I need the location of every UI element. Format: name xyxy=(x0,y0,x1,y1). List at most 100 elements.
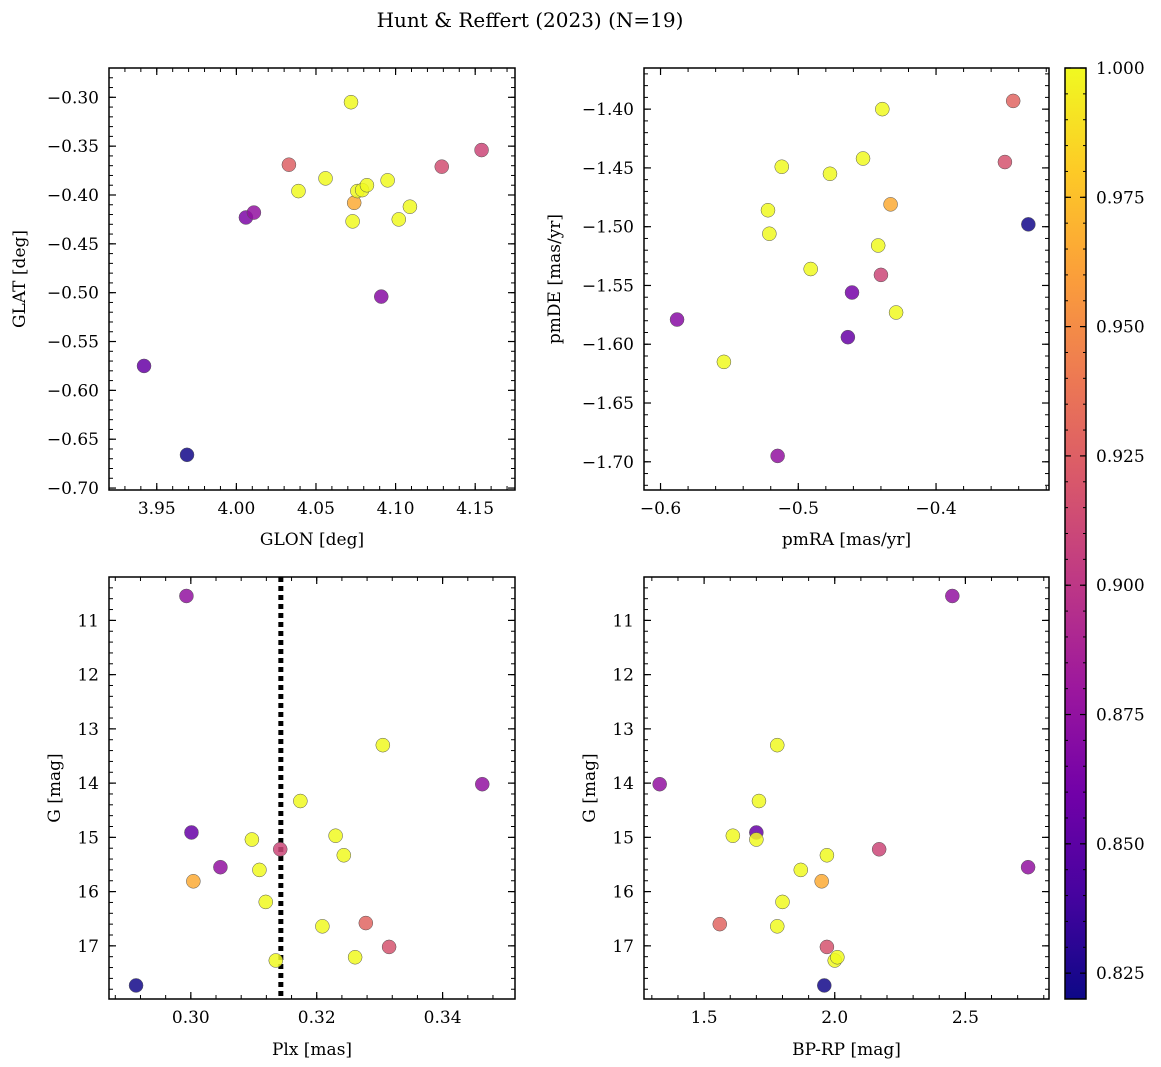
data-point xyxy=(281,157,297,172)
y-tick-label: −0.60 xyxy=(47,381,99,401)
colorbar-tick-label: 0.850 xyxy=(1096,835,1145,855)
x-tick-label: 0.34 xyxy=(424,1008,462,1028)
data-point xyxy=(819,939,835,955)
y-tick-label: 11 xyxy=(77,611,99,631)
data-point xyxy=(128,978,144,993)
x-axis-label: Plx [mas] xyxy=(272,1040,352,1060)
panel-plx-g: 0.30 0.32 0.34 11 12 13 14 15 16 17 Plx [mas] G [ma… xyxy=(45,576,516,1060)
data-point xyxy=(760,202,776,218)
y-tick-label: 14 xyxy=(77,774,99,794)
data-point xyxy=(712,916,728,932)
data-point xyxy=(343,94,359,110)
data-point xyxy=(844,285,860,300)
data-point xyxy=(318,171,333,186)
y-tick-label: 16 xyxy=(77,883,99,903)
colorbar-tick-label: 0.950 xyxy=(1096,318,1145,338)
data-point xyxy=(291,183,306,199)
data-point xyxy=(358,915,374,931)
y-tick-label: 12 xyxy=(612,666,634,686)
data-point xyxy=(179,588,194,604)
data-point xyxy=(391,212,407,227)
y-tick-label: −1.60 xyxy=(582,335,634,355)
x-tick-label: 4.15 xyxy=(456,499,494,519)
y-tick-label: −1.55 xyxy=(582,276,634,296)
data-point xyxy=(381,939,397,955)
y-axis-label: G [mag] xyxy=(580,753,600,822)
data-point xyxy=(669,312,685,327)
data-point xyxy=(803,261,818,277)
data-point xyxy=(402,199,418,214)
data-point xyxy=(855,151,871,166)
data-point xyxy=(268,953,284,968)
panels: 3.95 4.00 4.05 4.10 4.15 −0.70 −0.65 −0.60 −0.55… xyxy=(10,67,1050,1060)
y-tick-label: −0.35 xyxy=(47,137,99,157)
data-point xyxy=(1005,93,1021,109)
data-point xyxy=(474,142,489,158)
x-axis-label: BP-RP [mag] xyxy=(792,1040,901,1060)
y-tick-label: 14 xyxy=(612,774,634,794)
data-point xyxy=(179,447,195,463)
panel-pmra-pmde: −0.6 −0.5 −0.4 −1.70 −1.65 −1.60 −1.55 −1.50 −1.… xyxy=(545,67,1050,550)
data-point xyxy=(770,919,785,934)
data-point xyxy=(136,358,152,374)
data-point xyxy=(1020,859,1036,875)
x-tick-label: 3.95 xyxy=(138,499,176,519)
data-point xyxy=(774,159,790,174)
y-tick-label: −0.70 xyxy=(47,479,99,499)
data-point xyxy=(749,832,764,847)
colorbar-tick-label: 0.925 xyxy=(1096,447,1145,467)
data-point xyxy=(793,862,809,878)
data-point xyxy=(375,737,391,753)
data-point xyxy=(186,874,201,889)
data-point xyxy=(293,793,308,809)
data-point xyxy=(873,267,889,283)
data-point xyxy=(345,214,360,229)
y-tick-label: −1.65 xyxy=(582,394,634,414)
x-tick-label: 2.0 xyxy=(821,1008,848,1028)
colorbar-tick-label: 0.825 xyxy=(1096,964,1145,984)
data-point xyxy=(374,289,389,304)
data-point xyxy=(336,848,352,863)
data-point xyxy=(875,101,890,117)
colorbar: 0.825 0.850 0.875 0.900 0.925 0.950 0.975 1.000 xyxy=(1064,59,1145,1000)
data-point xyxy=(830,949,845,965)
panel-bprp-g: 1.5 2.0 2.5 11 12 13 14 15 16 17 BP-RP [mag] G [mag… xyxy=(580,576,1050,1060)
data-point xyxy=(762,226,777,241)
data-point xyxy=(272,842,288,857)
x-tick-label: 4.10 xyxy=(377,499,415,519)
y-tick-label: 11 xyxy=(612,611,634,631)
y-axis-label: pmDE [mas/yr] xyxy=(545,214,565,344)
x-axis-label: GLON [deg] xyxy=(260,530,364,550)
data-point xyxy=(819,848,835,863)
y-tick-label: 17 xyxy=(612,937,634,957)
y-tick-label: −0.40 xyxy=(47,186,99,206)
axes-frame xyxy=(643,576,1050,1000)
y-tick-label: −1.40 xyxy=(582,100,634,120)
data-point xyxy=(888,305,904,320)
data-point xyxy=(770,448,785,464)
data-point xyxy=(775,894,790,910)
data-point xyxy=(246,205,262,220)
y-tick-label: 15 xyxy=(612,828,634,848)
y-axis-label: GLAT [deg] xyxy=(10,230,30,328)
colorbar-gradient xyxy=(1065,68,1086,999)
figure-title: Hunt & Reffert (2023) (N=19) xyxy=(377,8,684,32)
data-point xyxy=(770,737,785,753)
data-point xyxy=(817,978,832,993)
data-point xyxy=(870,238,886,253)
data-point xyxy=(213,859,228,875)
data-point xyxy=(380,173,395,188)
x-tick-label: −0.5 xyxy=(778,499,819,519)
data-point xyxy=(883,197,898,212)
x-tick-label: 4.05 xyxy=(297,499,335,519)
colorbar-tick-label: 0.900 xyxy=(1096,576,1145,596)
y-tick-label: 13 xyxy=(612,720,634,740)
y-axis-label: G [mag] xyxy=(45,753,65,822)
y-tick-label: 15 xyxy=(77,828,99,848)
y-tick-label: −0.65 xyxy=(47,430,99,450)
colorbar-frame xyxy=(1064,67,1087,1000)
data-point xyxy=(871,842,887,857)
x-tick-label: −0.4 xyxy=(915,499,956,519)
data-point xyxy=(315,919,330,934)
